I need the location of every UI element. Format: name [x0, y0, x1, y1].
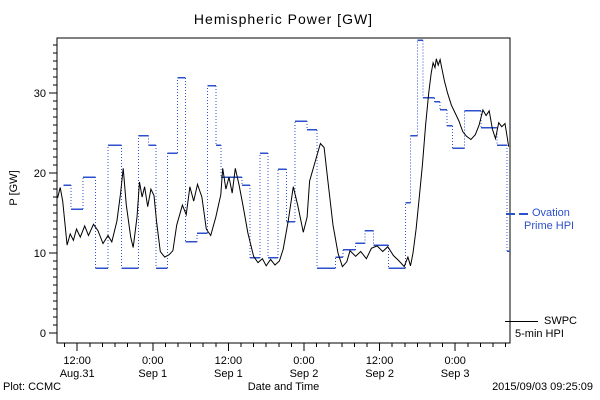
x-tick-label-date: Sep 1 — [138, 368, 167, 380]
legend-swpc-label-line2: 5-min HPI — [515, 328, 564, 340]
x-tick-label-time: 0:00 — [444, 355, 465, 367]
legend-swpc-label-line1: SWPC — [544, 315, 577, 327]
x-axis-label: Date and Time — [247, 381, 320, 393]
y-tick-label: 0 — [40, 328, 46, 340]
ovation-dashed-line-sample — [519, 212, 528, 215]
legend-ovation-label-line2: Prime HPI — [524, 220, 575, 232]
x-tick-label-date: Sep 1 — [214, 368, 243, 380]
legend-swpc: SWPC 5-min HPI — [505, 315, 600, 341]
plot-frame — [56, 37, 511, 344]
x-tick-label-time: 12:00 — [63, 355, 91, 367]
y-tick-label: 20 — [34, 168, 46, 180]
legend-ovation: Ovation Prime HPI — [506, 207, 600, 233]
swpc-solid-line-sample — [505, 321, 538, 322]
y-axis-label: P [GW] — [8, 170, 20, 206]
x-tick-label-date: Sep 2 — [290, 368, 319, 380]
x-tick-label-date: Sep 2 — [365, 368, 394, 380]
series-swpc — [57, 57, 510, 268]
x-tick-label-time: 12:00 — [215, 355, 243, 367]
x-tick-label-date: Aug.31 — [60, 368, 95, 380]
x-tick-label-date: Sep 3 — [441, 368, 470, 380]
plot-credit: Plot: CCMC — [3, 381, 62, 393]
x-tick-label-time: 0:00 — [293, 355, 314, 367]
y-tick-label: 30 — [34, 88, 46, 100]
legend-ovation-label-line1: Ovation — [532, 207, 570, 219]
x-tick-label-time: 0:00 — [142, 355, 163, 367]
chart-title: Hemispheric Power [GW] — [193, 11, 374, 27]
x-tick-label-time: 12:00 — [366, 355, 394, 367]
y-tick-label: 10 — [34, 248, 46, 260]
plot-timestamp: 2015/09/03 09:25:09 — [492, 381, 593, 393]
ovation-dashed-line-sample — [506, 212, 515, 215]
